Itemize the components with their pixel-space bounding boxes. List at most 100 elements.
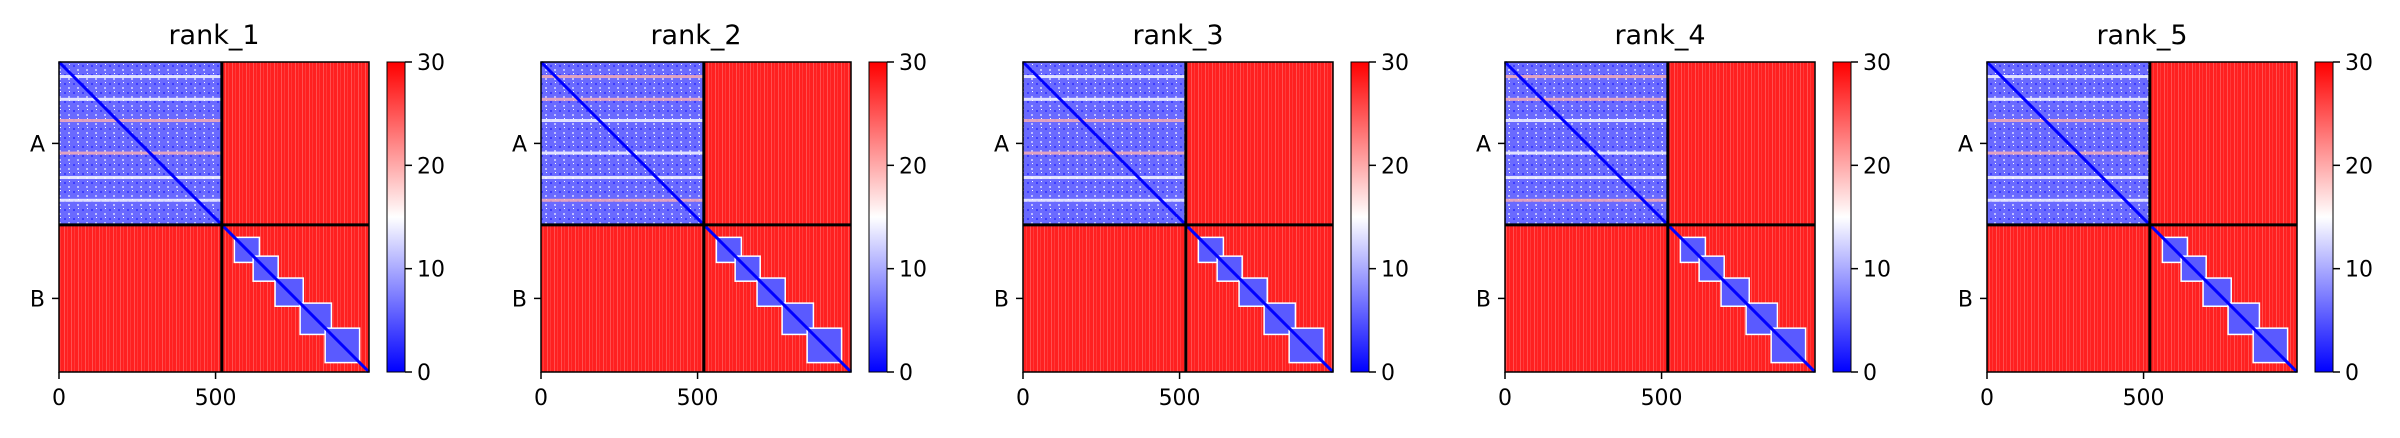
axes-frame xyxy=(1504,61,1816,373)
colorbar-tick-label: 30 xyxy=(1381,51,1409,76)
colorbar-tick-label: 0 xyxy=(417,361,431,386)
x-tick-label: 0 xyxy=(1498,386,1512,411)
diagonal xyxy=(539,60,853,374)
x-tick-label: 500 xyxy=(195,386,237,411)
axes-frame xyxy=(1022,61,1334,373)
heatmap-stripe xyxy=(1505,75,1668,79)
panel-rank_2: rank_2 A B 0 500 0 10 20 30 xyxy=(512,20,927,411)
axes-frame xyxy=(58,61,370,373)
colorbar-tick-label: 20 xyxy=(899,154,927,179)
heatmap-stripe xyxy=(1505,118,1668,122)
heatmap-stripe xyxy=(541,198,704,202)
y-tick-label-B: B xyxy=(994,287,1009,312)
x-tick-label: 500 xyxy=(1641,386,1683,411)
colorbar xyxy=(386,61,406,373)
heatmap-stripe xyxy=(1505,175,1668,179)
colorbar-tick-label: 20 xyxy=(417,154,445,179)
panel-title: rank_5 xyxy=(2096,20,2187,51)
heatmap-stripe xyxy=(541,97,704,101)
colorbar-tick-label: 10 xyxy=(899,258,927,283)
colorbar-tick-label: 30 xyxy=(1863,51,1891,76)
axes-frame xyxy=(1986,61,2298,373)
colorbar-tick-label: 0 xyxy=(2345,361,2359,386)
y-tick-label-B: B xyxy=(512,287,527,312)
colorbar xyxy=(1832,61,1852,373)
x-tick-label: 500 xyxy=(1159,386,1201,411)
panel-title: rank_3 xyxy=(1132,20,1223,51)
heatmap-stripe xyxy=(1023,75,1186,79)
heatmap-stripe xyxy=(1987,118,2150,122)
diagonal xyxy=(1503,60,1817,374)
heatmap-stripe xyxy=(1505,97,1668,101)
heatmap-stripe xyxy=(1023,198,1186,202)
y-tick-label-A: A xyxy=(1476,132,1491,157)
heatmap-stripe xyxy=(1023,97,1186,101)
heatmap-stripe xyxy=(1023,175,1186,179)
heatmap xyxy=(1021,60,1335,374)
heatmap-stripe xyxy=(1023,118,1186,122)
heatmap-stripe xyxy=(59,75,222,79)
heatmap-stripe xyxy=(541,175,704,179)
heatmap-stripe xyxy=(59,97,222,101)
heatmap-stripe xyxy=(59,151,222,155)
x-tick-label: 500 xyxy=(2123,386,2165,411)
heatmap-stripe xyxy=(1987,175,2150,179)
colorbar-tick-label: 10 xyxy=(1381,258,1409,283)
heatmap-stripe xyxy=(1987,97,2150,101)
heatmap-stripe xyxy=(1987,75,2150,79)
colorbar-tick-label: 0 xyxy=(1381,361,1395,386)
axes-frame xyxy=(540,61,852,373)
panel-title: rank_4 xyxy=(1614,20,1705,51)
colorbar-tick-label: 20 xyxy=(2345,154,2373,179)
heatmap-stripe xyxy=(1505,198,1668,202)
heatmap-stripe xyxy=(1505,151,1668,155)
diagonal xyxy=(57,60,371,374)
colorbar-tick-label: 10 xyxy=(1863,258,1891,283)
heatmap-stripe xyxy=(1987,198,2150,202)
colorbar-tick-label: 0 xyxy=(899,361,913,386)
y-tick-label-B: B xyxy=(1476,287,1491,312)
heatmap xyxy=(539,60,853,374)
heatmap-stripe xyxy=(59,198,222,202)
colorbar-tick-label: 0 xyxy=(1863,361,1877,386)
x-tick-label: 500 xyxy=(677,386,719,411)
y-tick-label-A: A xyxy=(994,132,1009,157)
panel-rank_4: rank_4 A B 0 500 0 10 20 30 xyxy=(1476,20,1891,411)
x-tick-label: 0 xyxy=(1016,386,1030,411)
heatmap-stripe xyxy=(541,75,704,79)
panel-title: rank_1 xyxy=(168,20,259,51)
heatmap xyxy=(1503,60,1817,374)
panel-rank_1: rank_1 A B 0 500 0 10 20 30 xyxy=(30,20,445,411)
x-tick-label: 0 xyxy=(534,386,548,411)
colorbar xyxy=(2314,61,2334,373)
heatmap-stripe xyxy=(59,175,222,179)
y-tick-label-B: B xyxy=(30,287,45,312)
colorbar-tick-label: 20 xyxy=(1863,154,1891,179)
x-tick-label: 0 xyxy=(52,386,66,411)
heatmap-stripe xyxy=(59,118,222,122)
colorbar-tick-label: 30 xyxy=(899,51,927,76)
y-tick-label-A: A xyxy=(512,132,527,157)
y-tick-label-A: A xyxy=(30,132,45,157)
panel-rank_3: rank_3 A B 0 500 0 10 20 30 xyxy=(994,20,1409,411)
colorbar xyxy=(1350,61,1370,373)
colorbar xyxy=(868,61,888,373)
y-tick-label-A: A xyxy=(1958,132,1973,157)
heatmap-stripe xyxy=(541,118,704,122)
panel-title: rank_2 xyxy=(650,20,741,51)
diagonal xyxy=(1021,60,1335,374)
x-tick-label: 0 xyxy=(1980,386,1994,411)
colorbar-tick-label: 20 xyxy=(1381,154,1409,179)
heatmap-stripe xyxy=(1987,151,2150,155)
diagonal xyxy=(1985,60,2299,374)
y-tick-label-B: B xyxy=(1958,287,1973,312)
heatmap-stripe xyxy=(1023,151,1186,155)
heatmap xyxy=(1985,60,2299,374)
heatmap xyxy=(57,60,371,374)
colorbar-tick-label: 10 xyxy=(417,258,445,283)
panel-rank_5: rank_5 A B 0 500 0 10 20 30 xyxy=(1958,20,2373,411)
heatmap-stripe xyxy=(541,151,704,155)
colorbar-tick-label: 30 xyxy=(2345,51,2373,76)
colorbar-tick-label: 10 xyxy=(2345,258,2373,283)
